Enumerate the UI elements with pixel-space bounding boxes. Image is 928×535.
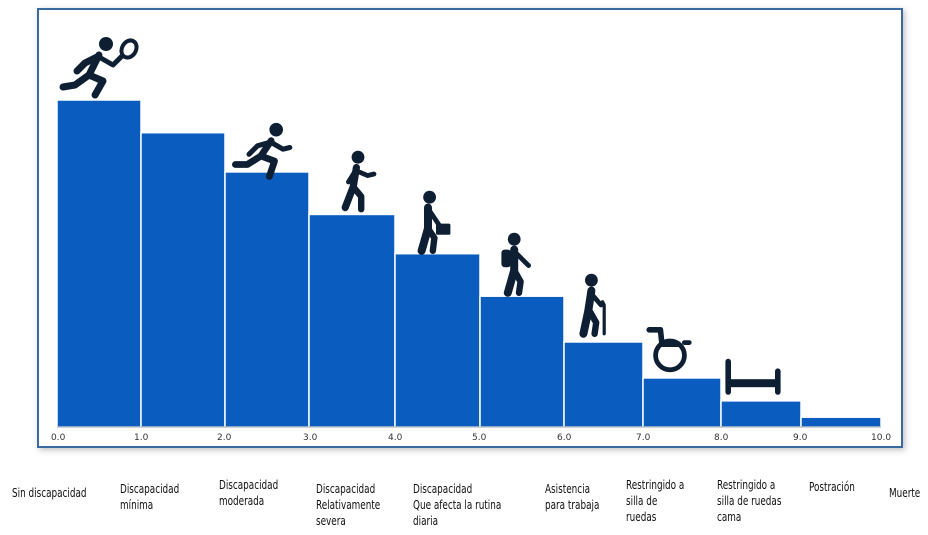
category-label: Discapacidad mínima xyxy=(120,482,180,512)
x-tick-label: 6.0 xyxy=(557,433,572,443)
cane-elder-icon xyxy=(579,273,606,338)
category-label: Restringido a silla de ruedas cama xyxy=(717,478,782,524)
bed-icon xyxy=(725,358,781,395)
runner-racket-icon xyxy=(59,37,139,99)
category-label: Muerte xyxy=(889,486,921,500)
wheelchair-icon xyxy=(646,327,692,373)
x-tick-label: 8.0 xyxy=(714,433,729,443)
walker-icon xyxy=(341,150,377,213)
x-tick-label: 4.0 xyxy=(388,433,403,443)
briefcase-walker-icon xyxy=(417,190,451,255)
step-chart: 0.0 1.0 2.0 3.0 4.0 5.0 6.0 7.0 8.0 9.0 10.0 xyxy=(51,37,891,443)
category-label: Sin discapacidad xyxy=(12,486,87,500)
backpack-walker-icon xyxy=(501,232,532,297)
bar-8 xyxy=(720,400,802,428)
category-label: Asistencia para trabaja xyxy=(545,482,600,512)
category-label: Discapacidad moderada xyxy=(219,478,279,508)
bar-9 xyxy=(800,416,882,428)
bar-1 xyxy=(140,131,226,428)
bar-4 xyxy=(394,252,481,428)
bar-0 xyxy=(56,99,142,428)
category-label: Discapacidad Que afecta la rutina diaria xyxy=(413,482,502,528)
bar-3 xyxy=(308,213,396,428)
chart-frame: 0.0 1.0 2.0 3.0 4.0 5.0 6.0 7.0 8.0 9.0 10.0 xyxy=(37,8,903,448)
bar-6 xyxy=(563,341,644,428)
x-tick-label: 10.0 xyxy=(871,433,891,443)
category-label: Postración xyxy=(809,480,855,494)
x-tick-label: 9.0 xyxy=(793,433,808,443)
bar-5 xyxy=(479,295,565,428)
bar-2 xyxy=(224,171,310,428)
category-label: Discapacidad Relativamente severa xyxy=(316,482,381,528)
runner-icon xyxy=(232,122,293,180)
category-label: Restringido a silla de ruedas xyxy=(626,478,685,524)
x-tick-label: 2.0 xyxy=(217,433,232,443)
x-tick-label: 7.0 xyxy=(636,433,651,443)
x-tick-label: 0.0 xyxy=(51,433,66,443)
x-tick-label: 1.0 xyxy=(134,433,149,443)
x-tick-label: 5.0 xyxy=(472,433,487,443)
x-tick-label: 3.0 xyxy=(303,433,318,443)
bar-7 xyxy=(642,377,722,428)
